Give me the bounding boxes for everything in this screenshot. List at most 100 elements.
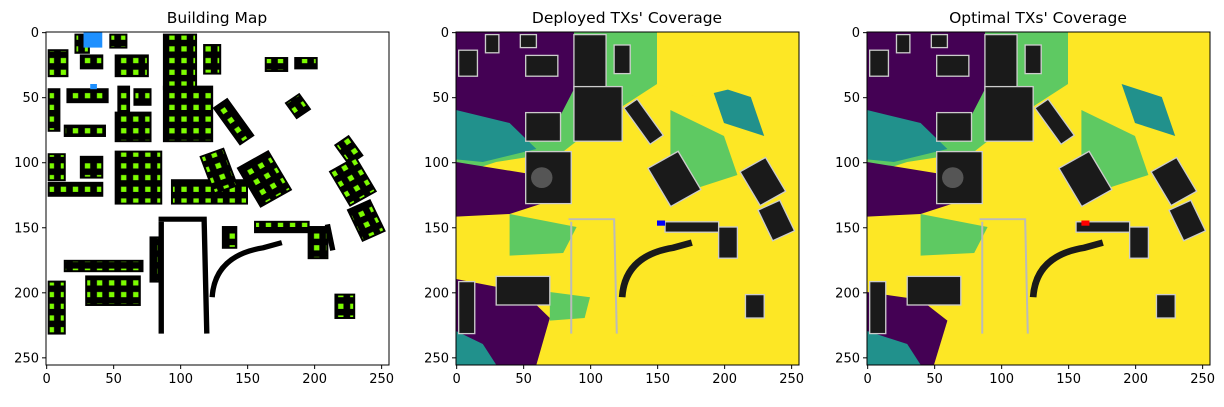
x-tick-label: 250 xyxy=(1190,372,1215,387)
building xyxy=(47,280,66,335)
building xyxy=(525,54,559,77)
structure-outline xyxy=(568,218,618,334)
y-tick-label: 100 xyxy=(835,156,860,171)
building xyxy=(149,236,160,283)
x-tick-label: 50 xyxy=(515,372,532,387)
building xyxy=(757,199,796,242)
building xyxy=(525,111,562,142)
plot-frame xyxy=(866,31,1211,366)
building xyxy=(284,92,312,120)
chart-title: Deployed TXs' Coverage xyxy=(532,9,722,27)
building xyxy=(1128,226,1150,259)
building-map-panel: Building Map xyxy=(14,9,394,387)
y-tick-label: 0 xyxy=(441,26,449,41)
building xyxy=(664,221,720,233)
building xyxy=(936,111,973,142)
building xyxy=(66,88,109,104)
building xyxy=(623,98,665,146)
axes: 0 50 100 150 200 250 0 50 100 150 200 250 xyxy=(424,26,804,387)
circular-building xyxy=(531,167,553,188)
y-tick-label: 250 xyxy=(424,351,449,366)
marker-2 xyxy=(90,84,97,90)
mid-coverage-region xyxy=(920,214,988,256)
building xyxy=(79,155,104,179)
x-tick-label: 100 xyxy=(168,372,193,387)
low-coverage-region xyxy=(710,84,765,136)
x-tick-label: 200 xyxy=(712,372,737,387)
building xyxy=(236,149,293,208)
building xyxy=(739,156,787,207)
building xyxy=(47,181,104,197)
building xyxy=(1024,44,1042,75)
building xyxy=(458,49,479,77)
x-tick-label: 0 xyxy=(43,372,51,387)
building xyxy=(47,153,66,182)
axes: 0 50 100 150 200 250 0 50 100 150 200 250 xyxy=(14,26,394,387)
mid-coverage-region xyxy=(509,214,577,256)
y-tick-label: 250 xyxy=(835,351,860,366)
y-tick-label: 50 xyxy=(843,91,860,106)
building xyxy=(199,147,239,195)
building xyxy=(984,33,1018,90)
building xyxy=(114,54,149,78)
y-tick-label: 200 xyxy=(424,286,449,301)
tx-marker xyxy=(657,220,666,226)
building xyxy=(294,57,318,70)
x-tick-label: 250 xyxy=(369,372,394,387)
x-tick-label: 0 xyxy=(453,372,461,387)
mid-coverage-region xyxy=(657,32,800,97)
building xyxy=(117,85,131,114)
building xyxy=(328,156,378,207)
chart-title: Optimal TXs' Coverage xyxy=(949,9,1127,27)
building xyxy=(307,226,329,260)
curved-building xyxy=(618,239,693,298)
y-tick-label: 50 xyxy=(432,91,449,106)
mid-coverage-region xyxy=(549,292,590,321)
structure-outline xyxy=(979,218,1029,334)
marker-1 xyxy=(83,32,103,48)
y-tick-label: 200 xyxy=(835,286,860,301)
low-coverage-region xyxy=(867,331,921,365)
building xyxy=(744,293,765,319)
building xyxy=(458,280,476,335)
y-tick-label: 0 xyxy=(31,26,39,41)
chart-title: Building Map xyxy=(167,9,268,27)
optimal-coverage-map xyxy=(867,32,1211,365)
building xyxy=(221,226,238,249)
building xyxy=(85,275,141,306)
plot-frame xyxy=(45,31,390,366)
low-coverage-region xyxy=(456,331,497,365)
curved-building xyxy=(1029,239,1104,298)
building xyxy=(1034,98,1076,146)
x-tick-label: 200 xyxy=(302,372,327,387)
building xyxy=(717,226,739,259)
building-map-image xyxy=(46,32,390,365)
building xyxy=(133,88,152,106)
building xyxy=(484,33,500,54)
x-tick-label: 50 xyxy=(105,372,122,387)
building xyxy=(613,44,631,75)
building-outline xyxy=(324,223,336,251)
y-tick-label: 200 xyxy=(14,286,39,301)
y-tick-label: 150 xyxy=(835,221,860,236)
x-tick-label: 150 xyxy=(235,372,260,387)
building xyxy=(109,33,128,49)
building xyxy=(495,275,551,306)
x-tick-label: 0 xyxy=(864,372,872,387)
building xyxy=(63,124,106,137)
building xyxy=(334,293,356,319)
deployed-coverage-map xyxy=(456,32,800,365)
low-coverage-region xyxy=(1121,84,1176,136)
low-coverage-region xyxy=(867,110,948,162)
building xyxy=(63,259,144,273)
tx-marker xyxy=(1081,220,1090,226)
x-tick-label: 200 xyxy=(1123,372,1148,387)
building xyxy=(212,97,255,146)
building xyxy=(869,49,890,77)
building xyxy=(869,280,887,335)
building xyxy=(47,88,61,132)
x-tick-label: 150 xyxy=(1056,372,1081,387)
building xyxy=(519,33,538,49)
building xyxy=(162,85,214,143)
